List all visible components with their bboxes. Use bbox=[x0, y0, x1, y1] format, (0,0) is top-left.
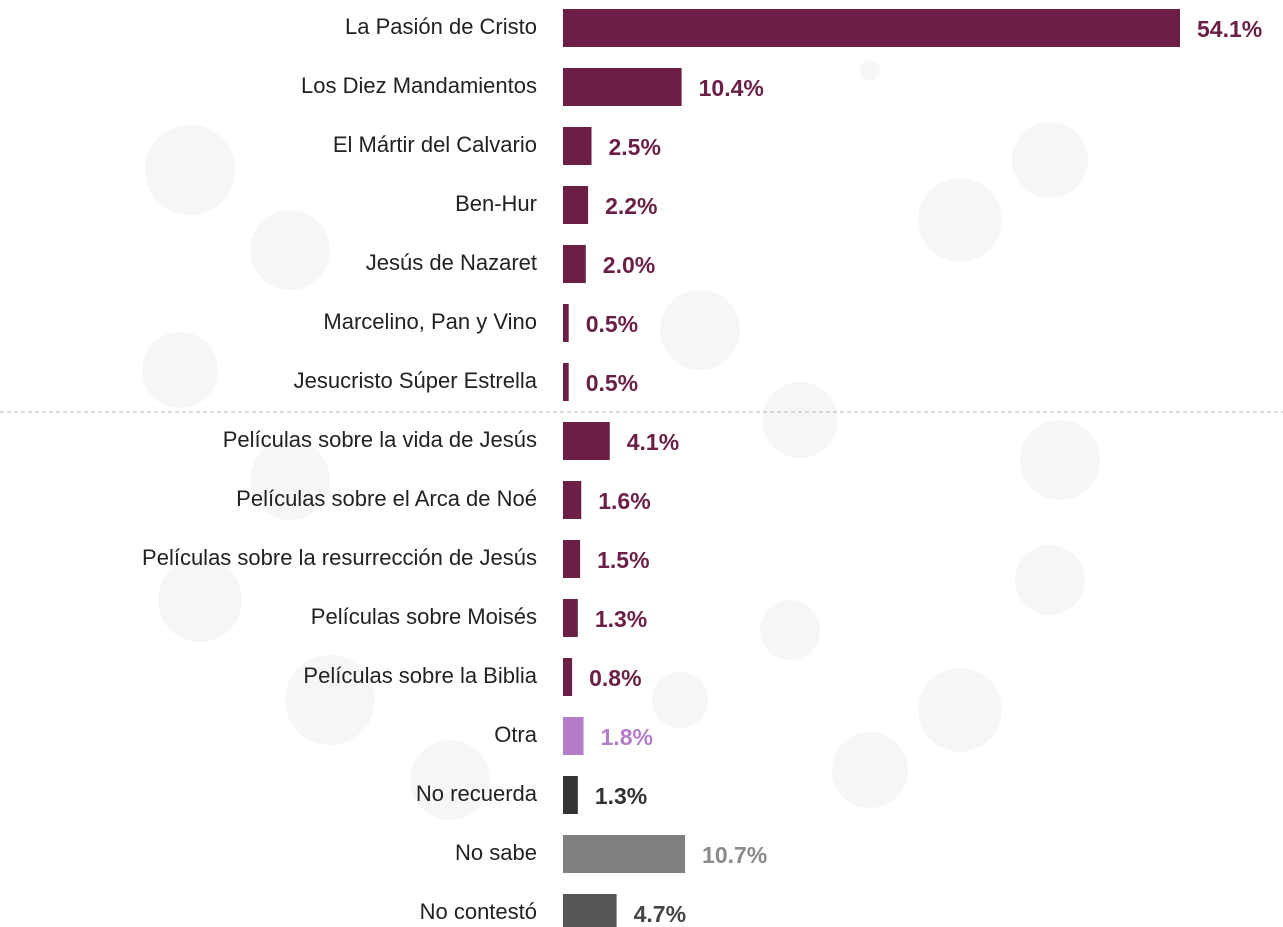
bar bbox=[563, 422, 610, 460]
value-label: 1.6% bbox=[598, 488, 650, 514]
category-label: El Mártir del Calvario bbox=[333, 132, 537, 157]
category-label: Películas sobre la resurrección de Jesús bbox=[142, 545, 537, 570]
bar bbox=[563, 658, 573, 696]
bar bbox=[563, 9, 1180, 47]
value-label: 1.8% bbox=[601, 724, 653, 750]
bar bbox=[563, 835, 686, 873]
bar bbox=[563, 599, 578, 637]
value-label: 2.2% bbox=[605, 193, 657, 219]
value-label: 1.3% bbox=[595, 783, 647, 809]
value-label: 2.0% bbox=[603, 252, 655, 278]
category-label: Películas sobre la vida de Jesús bbox=[223, 427, 537, 452]
bar bbox=[563, 68, 682, 106]
category-label: Otra bbox=[494, 722, 538, 747]
bar bbox=[563, 304, 569, 342]
category-label: No contestó bbox=[420, 899, 537, 924]
bar bbox=[563, 186, 589, 224]
bar bbox=[563, 363, 569, 401]
category-label: La Pasión de Cristo bbox=[345, 14, 537, 39]
value-label: 1.5% bbox=[597, 547, 649, 573]
category-label: Películas sobre la Biblia bbox=[303, 663, 537, 688]
value-label: 1.3% bbox=[595, 606, 647, 632]
value-label: 0.8% bbox=[589, 665, 641, 691]
value-label: 4.1% bbox=[627, 429, 679, 455]
category-label: Películas sobre Moisés bbox=[311, 604, 537, 629]
value-label: 4.7% bbox=[634, 901, 686, 927]
bar bbox=[563, 776, 578, 814]
bar bbox=[563, 540, 581, 578]
category-label: No sabe bbox=[455, 840, 537, 865]
value-label: 54.1% bbox=[1197, 16, 1262, 42]
bar bbox=[563, 481, 582, 519]
value-label: 2.5% bbox=[609, 134, 661, 160]
category-label: Ben-Hur bbox=[455, 191, 537, 216]
bar bbox=[563, 717, 584, 755]
value-label: 0.5% bbox=[586, 311, 638, 337]
category-label: Marcelino, Pan y Vino bbox=[323, 309, 537, 334]
bar bbox=[563, 127, 592, 165]
category-label: Jesucristo Súper Estrella bbox=[294, 368, 538, 393]
category-label: Jesús de Nazaret bbox=[366, 250, 537, 275]
value-label: 10.7% bbox=[702, 842, 767, 868]
category-label: No recuerda bbox=[416, 781, 538, 806]
value-label: 10.4% bbox=[699, 75, 764, 101]
bar bbox=[563, 894, 617, 927]
background-dots bbox=[142, 60, 1100, 820]
value-label: 0.5% bbox=[586, 370, 638, 396]
category-label: Películas sobre el Arca de Noé bbox=[236, 486, 537, 511]
bar bbox=[563, 245, 586, 283]
category-label: Los Diez Mandamientos bbox=[301, 73, 537, 98]
